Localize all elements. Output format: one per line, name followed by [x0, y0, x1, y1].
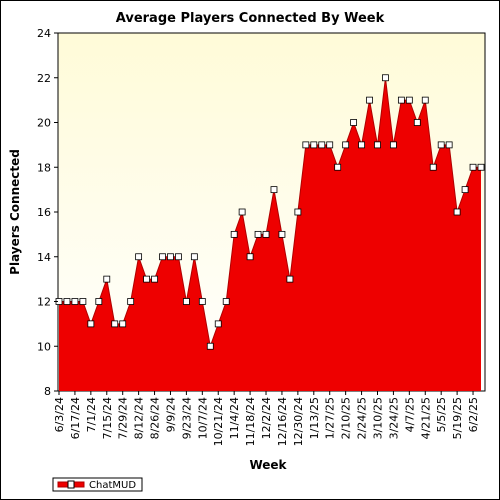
y-tick-label: 22	[37, 72, 51, 85]
x-tick-label: 2/24/25	[356, 397, 369, 439]
x-tick-label: 8/12/24	[133, 397, 146, 439]
chart-title: Average Players Connected By Week	[116, 11, 385, 26]
data-point	[294, 208, 302, 216]
data-point	[413, 119, 421, 126]
data-point	[95, 298, 103, 305]
legend-label: ChatMUD	[89, 480, 136, 491]
x-tick-label: 2/10/25	[340, 397, 353, 439]
data-point	[63, 298, 71, 305]
data-point	[119, 320, 127, 328]
data-point	[350, 119, 358, 126]
data-point	[262, 230, 270, 238]
y-axis-label: Players Connected	[8, 149, 22, 275]
x-tick-label: 5/5/25	[435, 397, 448, 432]
data-point	[469, 163, 477, 171]
x-tick-label: 1/27/25	[324, 397, 337, 439]
y-tick-label: 18	[37, 161, 51, 174]
y-tick-label: 10	[37, 340, 51, 353]
data-point	[135, 253, 143, 261]
x-tick-label: 12/16/24	[276, 397, 289, 446]
x-tick-label: 7/1/24	[85, 397, 98, 432]
data-point	[310, 141, 318, 149]
x-tick-label: 11/18/24	[244, 397, 257, 446]
legend: ChatMUD	[52, 477, 143, 492]
data-point	[358, 141, 365, 149]
data-point	[366, 96, 373, 104]
x-tick-label: 6/3/24	[53, 397, 66, 432]
x-tick-label: 1/13/25	[308, 397, 321, 439]
x-tick-label: 12/30/24	[292, 397, 305, 446]
data-point	[127, 298, 135, 305]
y-tick-label: 20	[37, 117, 51, 130]
data-point	[326, 141, 334, 149]
x-tick-label: 7/15/24	[101, 397, 114, 439]
data-point	[182, 298, 190, 305]
data-point	[429, 163, 437, 171]
x-tick-label: 3/10/25	[371, 397, 384, 439]
x-tick-label: 4/21/25	[419, 397, 432, 439]
data-point	[390, 141, 397, 149]
data-point	[477, 163, 485, 171]
legend-marker	[67, 480, 75, 489]
data-point	[437, 141, 445, 149]
data-point	[190, 253, 198, 261]
data-point	[246, 253, 254, 261]
data-point	[151, 275, 158, 283]
x-tick-label: 12/2/24	[260, 397, 273, 439]
data-point	[206, 342, 214, 350]
data-point	[318, 141, 326, 149]
x-tick-label: 9/9/24	[164, 397, 177, 432]
series-line	[59, 77, 481, 349]
data-point	[175, 253, 182, 261]
data-point	[238, 208, 246, 216]
x-tick-label: 6/17/24	[69, 397, 82, 439]
y-tick-label: 14	[37, 251, 51, 264]
data-point	[143, 275, 150, 283]
y-tick-label: 16	[37, 206, 51, 219]
x-tick-label: 7/29/24	[117, 397, 130, 439]
data-point	[198, 298, 206, 305]
data-point	[461, 186, 469, 194]
series-area	[59, 77, 481, 391]
data-point	[270, 186, 278, 194]
legend-box	[52, 477, 143, 492]
data-point	[222, 298, 230, 305]
x-tick-label: 8/26/24	[149, 397, 162, 439]
data-point	[159, 253, 166, 261]
data-point	[342, 141, 350, 149]
data-point	[405, 96, 413, 104]
data-point	[286, 275, 294, 283]
data-point	[374, 141, 381, 149]
data-point	[111, 320, 119, 328]
x-tick-label: 9/23/24	[180, 397, 193, 439]
y-tick-label: 12	[37, 296, 51, 309]
data-point	[71, 298, 79, 305]
data-point	[214, 320, 222, 328]
x-tick-label: 10/21/24	[212, 397, 225, 446]
data-point	[254, 230, 262, 238]
data-point	[445, 141, 453, 149]
data-point	[87, 320, 95, 328]
x-axis-label: Week	[249, 458, 287, 472]
data-point	[230, 230, 238, 238]
x-tick-label: 5/19/25	[451, 397, 464, 439]
data-point	[453, 208, 461, 216]
data-point	[167, 253, 174, 261]
data-point	[278, 230, 286, 238]
data-point	[334, 163, 342, 171]
x-tick-label: 6/2/25	[467, 397, 480, 432]
data-point	[382, 74, 389, 82]
data-point	[103, 275, 111, 283]
data-point	[397, 96, 405, 104]
x-tick-label: 10/7/24	[196, 397, 209, 439]
y-tick-label: 8	[44, 385, 51, 398]
data-point	[421, 96, 429, 104]
data-point	[79, 298, 87, 305]
x-tick-label: 11/4/24	[228, 397, 241, 439]
y-tick-label: 24	[37, 27, 51, 40]
x-tick-label: 4/7/25	[403, 397, 416, 432]
x-tick-label: 3/24/25	[387, 397, 400, 439]
data-point	[302, 141, 310, 149]
